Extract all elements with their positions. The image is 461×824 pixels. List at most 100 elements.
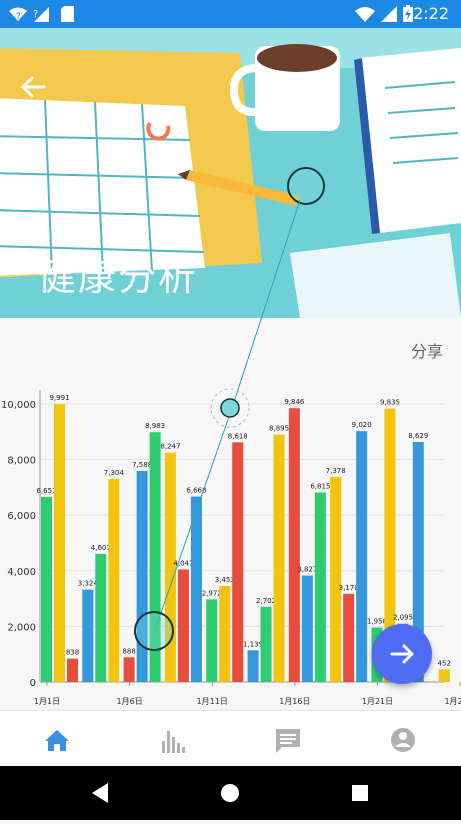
bar-value-label: 1,958 xyxy=(367,618,387,626)
sd-card-icon xyxy=(61,6,74,22)
chart-bar xyxy=(95,553,107,682)
next-fab-button[interactable] xyxy=(372,624,432,684)
x-tick-label: 1月26日 xyxy=(444,697,461,706)
home-circle-icon xyxy=(221,784,239,802)
message-icon xyxy=(276,729,300,753)
header-illustration xyxy=(0,28,461,318)
tab-chart[interactable] xyxy=(115,711,230,767)
chart-bar xyxy=(177,569,189,682)
chart-bar xyxy=(301,575,313,682)
tab-messages[interactable] xyxy=(230,711,345,767)
bar-value-label: 6,668 xyxy=(186,487,206,495)
x-tick-label: 1月6日 xyxy=(117,697,143,706)
arrow-right-icon xyxy=(390,644,414,664)
bar-value-label: 3,324 xyxy=(78,580,99,588)
bar-value-label: 2,702 xyxy=(256,597,276,605)
chart-bar xyxy=(247,650,259,682)
chart-bar xyxy=(384,408,396,682)
tab-home[interactable] xyxy=(0,711,115,767)
back-triangle-icon xyxy=(92,783,108,803)
svg-text:?: ? xyxy=(16,12,21,22)
bar-value-label: 9,020 xyxy=(352,421,372,429)
chart-bar xyxy=(273,434,285,682)
home-icon xyxy=(45,730,69,751)
chart-bar xyxy=(67,658,78,682)
status-time: 2:22 xyxy=(413,4,449,23)
battery-charging-icon xyxy=(403,5,413,22)
bar-value-label: 9,846 xyxy=(284,398,305,406)
bar-value-label: 8,983 xyxy=(145,422,165,430)
chart-bar xyxy=(356,431,368,682)
y-tick-label: 4,000 xyxy=(7,567,36,578)
bar-value-label: 7,304 xyxy=(104,469,125,477)
bar-value-label: 7,378 xyxy=(326,467,346,475)
cell-signal-icon xyxy=(381,6,397,22)
y-tick-label: 2,000 xyxy=(7,622,36,633)
nav-back-button[interactable] xyxy=(70,766,130,820)
bar-value-label: 8,247 xyxy=(160,443,180,451)
chart-bar xyxy=(314,492,326,682)
chart-bar xyxy=(288,408,300,682)
chart-bar xyxy=(343,593,355,682)
chart-bar xyxy=(149,432,161,682)
chart-bar xyxy=(54,404,65,682)
page-title: 健康分析 xyxy=(38,255,199,299)
chart-bar xyxy=(41,497,52,682)
chart-bar xyxy=(190,496,202,682)
header-banner: 健康分析 xyxy=(0,28,461,318)
bar-value-label: 8,895 xyxy=(269,425,289,433)
bar-value-label: 2,095 xyxy=(393,614,413,622)
bar-value-label: 3,827 xyxy=(297,566,317,574)
y-tick-label: 6,000 xyxy=(7,511,36,522)
bar-value-label: 3,170 xyxy=(339,584,359,592)
bottom-tab-bar xyxy=(0,710,461,767)
bar-value-label: 9,991 xyxy=(49,394,69,402)
chart-bar xyxy=(260,606,272,682)
wifi-icon xyxy=(355,7,375,22)
bar-value-label: 838 xyxy=(66,649,79,657)
y-tick-label: 0 xyxy=(30,678,36,689)
signal-question-icon: ? xyxy=(33,7,49,22)
recents-square-icon xyxy=(352,785,368,801)
x-tick-label: 1月16日 xyxy=(279,697,310,706)
chart-bar xyxy=(136,470,148,682)
chart-bar xyxy=(206,599,218,682)
x-tick-label: 1月11日 xyxy=(197,697,228,706)
wifi-question-icon: ? xyxy=(9,7,27,22)
bar-value-label: 3,453 xyxy=(215,576,235,584)
nav-recents-button[interactable] xyxy=(330,766,390,820)
x-tick-label: 1月1日 xyxy=(34,697,60,706)
arrow-left-icon[interactable] xyxy=(18,72,48,102)
chart-bar xyxy=(108,478,120,682)
chart-bar xyxy=(82,589,94,682)
status-bar: ? ? 2:22 xyxy=(0,0,461,28)
bar-value-label: 9,835 xyxy=(380,398,400,406)
bar-value-label: 2,972 xyxy=(202,589,222,597)
bar-value-label: 7,588 xyxy=(132,461,152,469)
chart-bar xyxy=(232,442,244,682)
y-tick-label: 10,000 xyxy=(1,400,36,411)
system-nav-bar xyxy=(0,766,461,820)
bar-value-label: 8,618 xyxy=(228,432,248,440)
bar-value-label: 6,651 xyxy=(36,487,56,495)
bar-value-label: 4,607 xyxy=(91,544,111,552)
bar-value-label: 452 xyxy=(438,659,451,667)
bar-value-label: 1,139 xyxy=(243,640,263,648)
bar-value-label: 888 xyxy=(122,647,135,655)
chart-bar xyxy=(330,476,342,682)
bar-value-label: 6,815 xyxy=(310,482,330,490)
bar-value-label: 4,047 xyxy=(173,559,193,567)
chart-bar xyxy=(412,442,424,682)
share-button[interactable]: 分享 xyxy=(410,342,443,361)
tab-account[interactable] xyxy=(345,711,460,767)
y-tick-label: 8,000 xyxy=(7,456,36,467)
bar-chart-icon xyxy=(162,731,185,753)
chart-bar xyxy=(219,585,231,682)
chart-bar xyxy=(123,657,135,682)
chart-bar xyxy=(438,669,450,682)
x-tick-label: 1月21日 xyxy=(362,697,393,706)
nav-home-button[interactable] xyxy=(200,766,260,820)
account-icon xyxy=(391,728,415,752)
bar-value-label: 8,629 xyxy=(408,432,428,440)
svg-text:?: ? xyxy=(33,9,38,20)
